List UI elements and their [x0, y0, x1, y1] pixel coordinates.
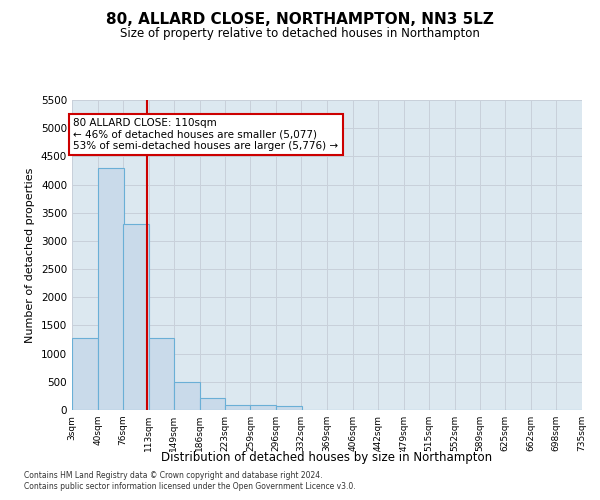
Bar	[123, 224, 149, 410]
Text: Size of property relative to detached houses in Northampton: Size of property relative to detached ho…	[120, 28, 480, 40]
Text: Distribution of detached houses by size in Northampton: Distribution of detached houses by size …	[161, 451, 493, 464]
Bar	[199, 398, 225, 410]
Bar	[174, 382, 199, 410]
Text: Contains public sector information licensed under the Open Government Licence v3: Contains public sector information licen…	[24, 482, 356, 491]
Bar	[72, 338, 98, 410]
Bar	[250, 406, 276, 410]
Y-axis label: Number of detached properties: Number of detached properties	[25, 168, 35, 342]
Bar	[276, 406, 302, 410]
Bar	[225, 405, 251, 410]
Bar	[98, 168, 124, 410]
Text: 80, ALLARD CLOSE, NORTHAMPTON, NN3 5LZ: 80, ALLARD CLOSE, NORTHAMPTON, NN3 5LZ	[106, 12, 494, 28]
Bar	[149, 338, 175, 410]
Text: Contains HM Land Registry data © Crown copyright and database right 2024.: Contains HM Land Registry data © Crown c…	[24, 470, 323, 480]
Text: 80 ALLARD CLOSE: 110sqm
← 46% of detached houses are smaller (5,077)
53% of semi: 80 ALLARD CLOSE: 110sqm ← 46% of detache…	[73, 118, 338, 151]
